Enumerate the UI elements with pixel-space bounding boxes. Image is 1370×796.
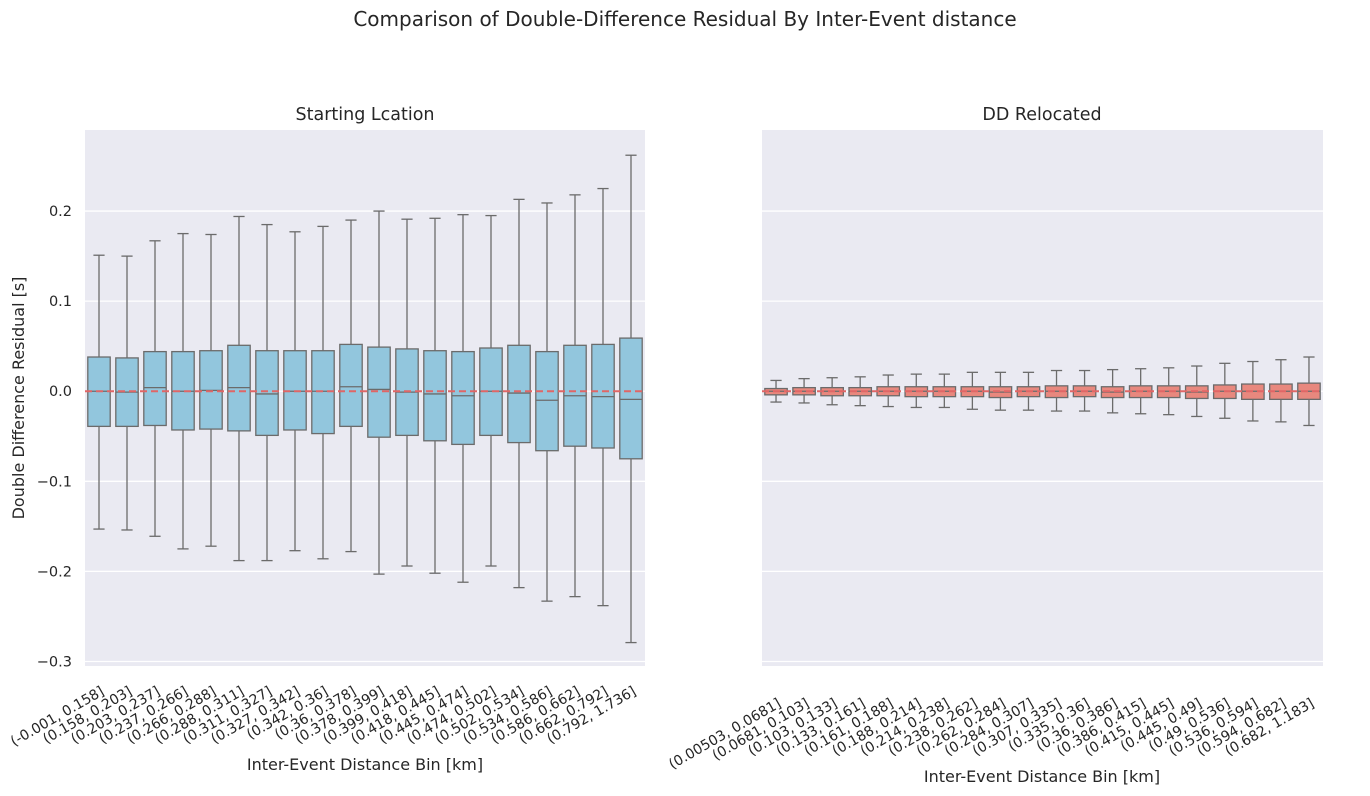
y-tick-labels: −0.3 −0.2 −0.1 0.0 0.1 0.2 (37, 204, 72, 670)
box-6 (227, 215, 251, 562)
y-tick-label: 0.2 (49, 204, 72, 220)
box-20 (619, 154, 643, 644)
box-11 (367, 210, 391, 575)
box-16 (507, 198, 531, 589)
x-tick-labels: (-0.001, 0.158](0.158, 0.203](0.203, 0.2… (8, 684, 639, 750)
x-axis-label: Inter-Event Distance Bin [km] (924, 767, 1160, 786)
plot-area (762, 130, 1323, 666)
box-20 (1297, 356, 1321, 427)
box-3 (143, 240, 167, 537)
y-tick-label: −0.2 (37, 564, 72, 580)
panel-title: Starting Lcation (296, 105, 435, 125)
panel-title: DD Relocated (982, 105, 1101, 125)
iqr-box (535, 350, 559, 452)
box-17 (535, 202, 559, 602)
box-18 (563, 194, 587, 598)
box-5 (199, 233, 223, 547)
figure-title: Comparison of Double-Difference Residual… (353, 7, 1016, 31)
box-19 (591, 187, 615, 607)
iqr-box (339, 343, 363, 428)
iqr-box (507, 344, 531, 444)
y-axis-label: Double Difference Residual [s] (9, 277, 28, 520)
box-7 (255, 223, 279, 562)
plot-area (85, 130, 645, 666)
iqr-box (423, 350, 447, 442)
iqr-box (143, 350, 167, 427)
iqr-box (451, 350, 475, 446)
panel-starting-location: Starting Lcation −0.3 −0.2 −0.1 0.0 0.1 0.2 (… (8, 105, 645, 774)
panel-dd-relocated: DD Relocated (0.00503, 0.0681](0.0681, 0… (666, 105, 1323, 786)
box-13 (423, 217, 447, 574)
iqr-box (367, 346, 391, 438)
iqr-box (255, 350, 279, 437)
y-tick-label: −0.3 (37, 654, 72, 670)
box-series (87, 154, 643, 644)
box-15 (1156, 367, 1181, 416)
box-14 (451, 214, 475, 583)
y-tick-label: 0.1 (49, 294, 72, 310)
box-15 (479, 214, 503, 567)
y-tick-label: −0.1 (37, 474, 72, 490)
x-axis-label: Inter-Event Distance Bin [km] (247, 755, 483, 774)
y-tick-label: 0.0 (49, 384, 72, 400)
box-10 (339, 219, 363, 553)
grid (762, 210, 1323, 663)
iqr-box (619, 337, 643, 460)
x-tick-labels: (0.00503, 0.0681](0.0681, 0.103](0.103, … (666, 696, 1317, 773)
box-9 (988, 371, 1013, 411)
